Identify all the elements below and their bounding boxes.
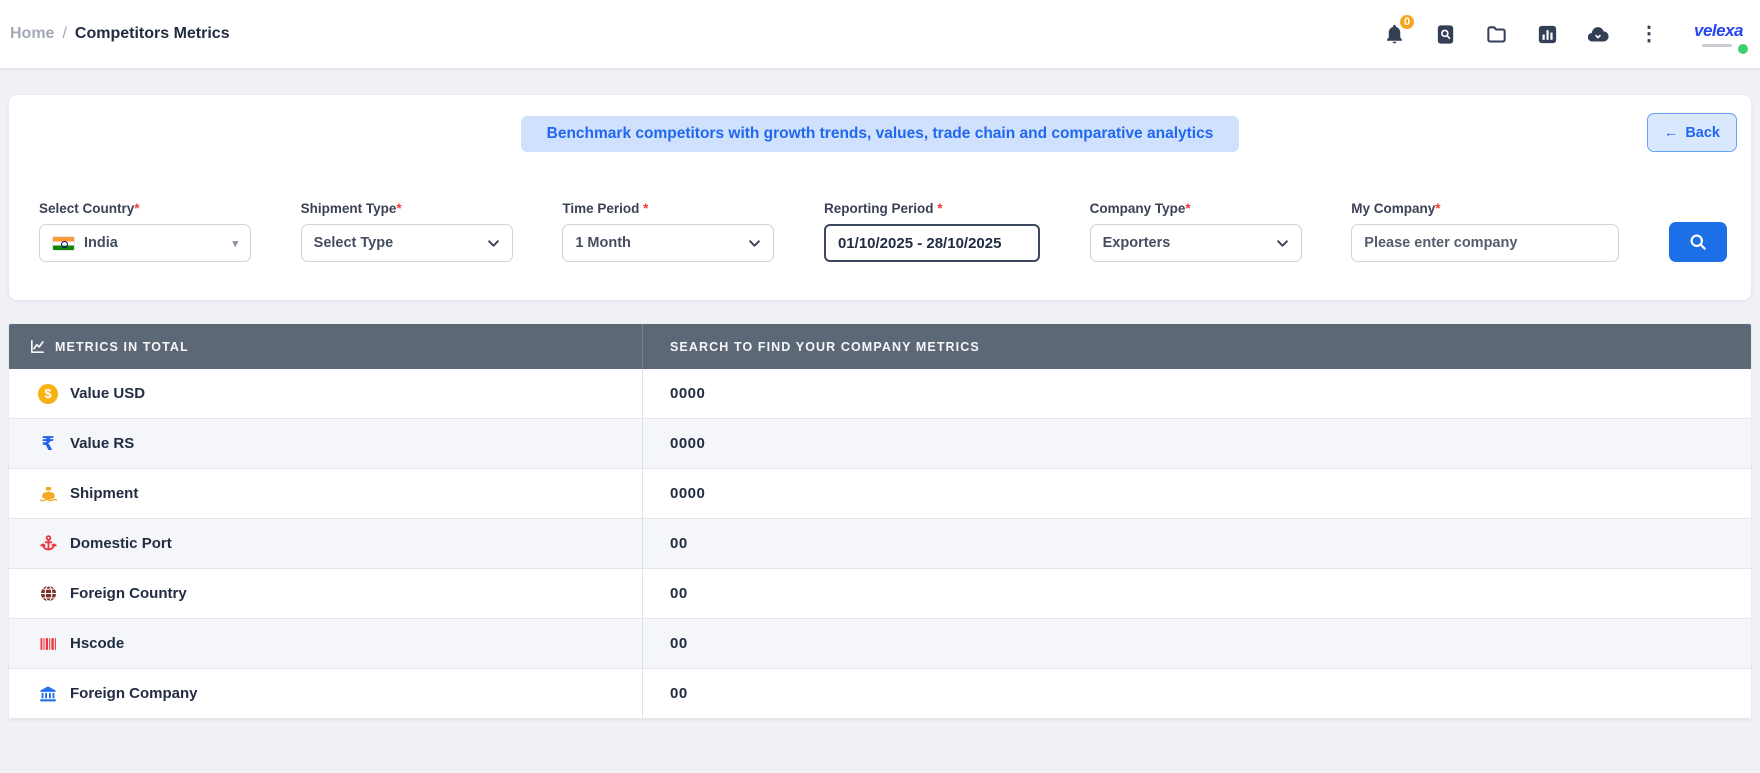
table-row-foreign-company: Foreign Company 00 (9, 669, 1751, 719)
bank-icon (37, 683, 59, 705)
metric-value: 0000 (670, 485, 706, 502)
brand-logo[interactable]: velexa (1694, 20, 1748, 54)
metric-value: 00 (670, 585, 688, 602)
required-asterisk: * (1185, 201, 1191, 216)
breadcrumb: Home / Competitors Metrics (10, 25, 230, 43)
breadcrumb-separator: / (62, 25, 67, 42)
filter-time-period: Time Period * 1 Month (562, 201, 775, 262)
filter-company-type: Company Type* Exporters (1089, 201, 1302, 262)
top-bar: Home / Competitors Metrics 0 ⋮ velexa (0, 0, 1760, 68)
kebab-menu-icon[interactable]: ⋮ (1639, 23, 1659, 45)
search-icon (1690, 234, 1706, 250)
table-row-shipment: Shipment 0000 (9, 469, 1751, 519)
search-button[interactable] (1668, 222, 1727, 262)
folder-icon[interactable] (1484, 22, 1508, 46)
page-title: Competitors Metrics (74, 25, 230, 42)
ship-icon (37, 483, 59, 505)
bar-chart-icon[interactable] (1535, 22, 1559, 46)
india-flag-icon (52, 235, 75, 251)
metric-label: Foreign Company (70, 685, 198, 702)
my-company-input[interactable] (1364, 235, 1607, 251)
brand-logo-dot (1738, 43, 1748, 54)
table-row-domestic-port: Domestic Port 00 (9, 519, 1751, 569)
table-row-foreign-country: Foreign Country 00 (9, 569, 1751, 619)
bell-icon[interactable]: 0 (1382, 13, 1416, 46)
breadcrumb-home-link[interactable]: Home (10, 25, 55, 42)
required-asterisk: * (643, 201, 649, 216)
metric-label: Domestic Port (70, 535, 172, 552)
barcode-icon (37, 633, 59, 655)
metric-value: 0000 (670, 385, 706, 402)
dollar-coin-icon: $ (37, 383, 59, 405)
my-company-field (1351, 224, 1620, 262)
time-period-select[interactable]: 1 Month (562, 224, 775, 262)
required-asterisk: * (937, 201, 943, 216)
filter-label: My Company (1351, 201, 1436, 216)
document-search-icon[interactable] (1433, 22, 1457, 46)
country-select-value: India (84, 235, 118, 251)
topbar-actions: 0 ⋮ velexa (1382, 13, 1748, 54)
line-chart-icon (30, 339, 45, 354)
metric-label: Shipment (70, 485, 139, 502)
filter-select-country: Select Country* India ▾ (39, 201, 251, 262)
filter-label: Shipment Type (300, 201, 397, 216)
globe-icon (37, 583, 59, 605)
cloud-download-icon[interactable] (1586, 22, 1610, 46)
filter-label: Company Type (1089, 201, 1186, 216)
required-asterisk: * (1435, 201, 1441, 216)
metric-label: Value RS (70, 435, 135, 452)
dropdown-triangle-icon: ▾ (232, 237, 238, 250)
metric-label: Hscode (70, 635, 125, 652)
metric-label: Value USD (70, 385, 146, 402)
company-type-value: Exporters (1102, 235, 1171, 251)
filter-row: Select Country* India ▾ Shipment Type* S… (9, 201, 1751, 262)
table-row-hscode: Hscode 00 (9, 619, 1751, 669)
reporting-period-input[interactable] (837, 234, 1026, 252)
metrics-table: Metrics In Total Search To Find Your Com… (9, 324, 1751, 719)
metric-value: 0000 (670, 435, 706, 452)
chevron-down-icon (749, 239, 761, 247)
notification-badge: 0 (1398, 13, 1416, 31)
benchmark-banner: Benchmark competitors with growth trends… (520, 116, 1240, 152)
filter-my-company: My Company* (1351, 201, 1620, 262)
country-select[interactable]: India ▾ (39, 224, 251, 262)
header-metrics-in-total: Metrics In Total (9, 324, 643, 369)
filter-reporting-period: Reporting Period * (823, 201, 1040, 262)
shipment-type-select[interactable]: Select Type (300, 224, 513, 262)
time-period-value: 1 Month (575, 235, 631, 251)
back-arrow-icon: ← (1663, 124, 1679, 141)
rupee-icon: ₹ (41, 432, 55, 455)
chevron-down-icon (1276, 239, 1288, 247)
anchor-icon (37, 533, 59, 555)
filter-label: Select Country (39, 201, 135, 216)
required-asterisk: * (396, 201, 402, 216)
filter-label: Reporting Period (823, 201, 938, 216)
brand-logo-tagline (1702, 43, 1732, 47)
metric-label: Foreign Country (70, 585, 187, 602)
table-header-row: Metrics In Total Search To Find Your Com… (9, 324, 1751, 369)
filter-shipment-type: Shipment Type* Select Type (300, 201, 513, 262)
shipment-type-value: Select Type (313, 235, 394, 251)
filter-label: Time Period (562, 201, 644, 216)
back-button[interactable]: ← Back (1646, 113, 1737, 152)
chevron-down-icon (487, 239, 499, 247)
table-row-value-usd: $ Value USD 0000 (9, 369, 1751, 419)
filters-card: Benchmark competitors with growth trends… (9, 95, 1751, 300)
company-type-select[interactable]: Exporters (1089, 224, 1302, 262)
reporting-period-field (823, 224, 1040, 262)
metric-value: 00 (670, 535, 688, 552)
metric-value: 00 (670, 685, 688, 702)
metric-value: 00 (670, 635, 688, 652)
header-company-metrics: Search To Find Your Company Metrics (670, 339, 980, 354)
table-row-value-rs: ₹ Value RS 0000 (9, 419, 1751, 469)
brand-logo-text: velexa (1694, 20, 1744, 40)
required-asterisk: * (134, 201, 140, 216)
